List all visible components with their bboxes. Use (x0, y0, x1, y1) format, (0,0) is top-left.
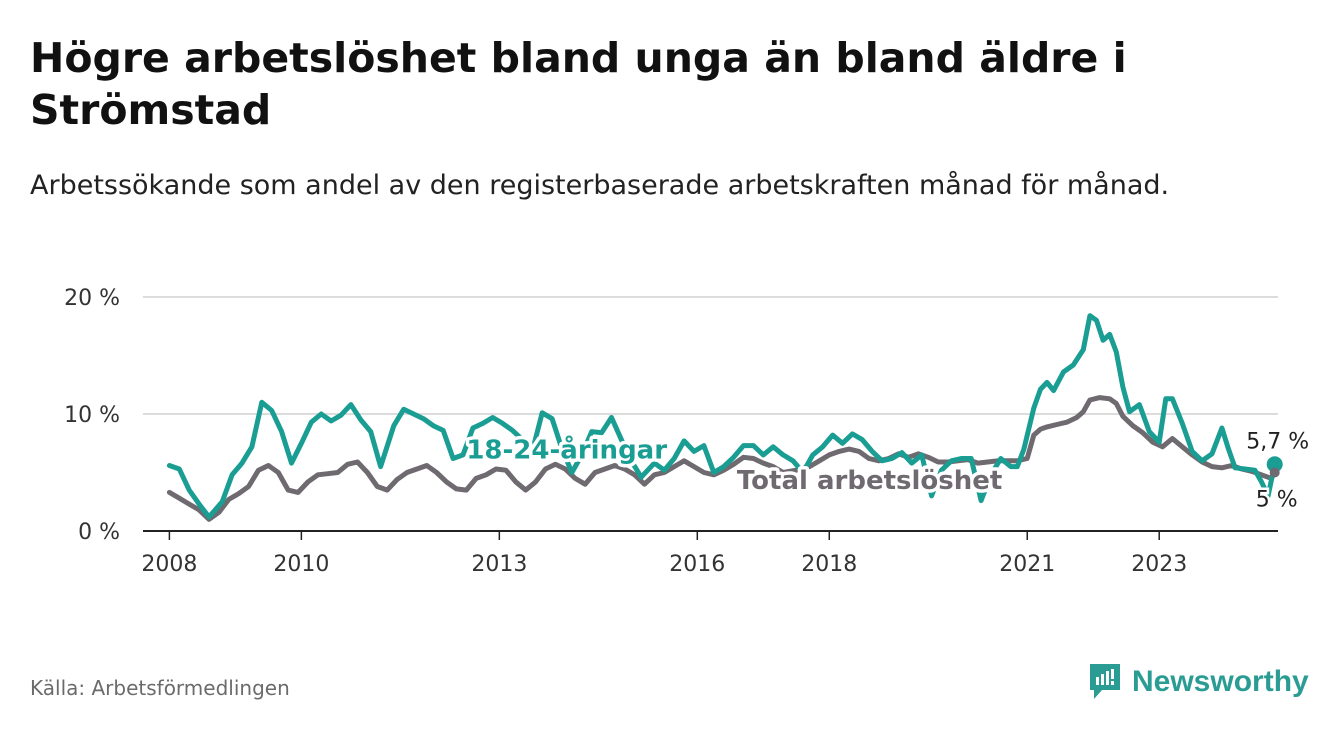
x-tick-label: 2016 (669, 552, 725, 577)
series-end-marker-total (1269, 467, 1280, 478)
series-label-total: Total arbetslöshet (737, 466, 1002, 496)
y-tick-label: 10 % (64, 403, 120, 428)
chart-subtitle: Arbetssökande som andel av den registerb… (30, 170, 1170, 201)
x-tick-label: 2013 (471, 552, 527, 577)
y-tick-label: 20 % (64, 286, 120, 311)
brand-name: Newsworthy (1132, 665, 1309, 698)
x-tick-label: 2008 (141, 552, 197, 577)
series-label-youth: 18-24-åringar (466, 433, 667, 465)
newsworthy-logo-icon (1090, 664, 1120, 699)
series-line-youth (166, 313, 1278, 520)
source-note: Källa: Arbetsförmedlingen (30, 676, 290, 700)
series-end-marker-youth (1266, 456, 1283, 473)
end-label-total: 5 % (1256, 488, 1298, 513)
end-label-youth: 5,7 % (1246, 429, 1309, 454)
brand-logo[interactable]: Newsworthy (1088, 660, 1309, 704)
x-tick-label: 2023 (1131, 552, 1187, 577)
chart-title: Högre arbetslöshet bland unga än bland ä… (30, 34, 1127, 134)
x-tick-label: 2021 (999, 552, 1055, 577)
y-tick-label: 0 % (78, 520, 120, 545)
x-tick-label: 2018 (801, 552, 857, 577)
series-line-total (166, 395, 1278, 522)
x-tick-label: 2010 (273, 552, 329, 577)
